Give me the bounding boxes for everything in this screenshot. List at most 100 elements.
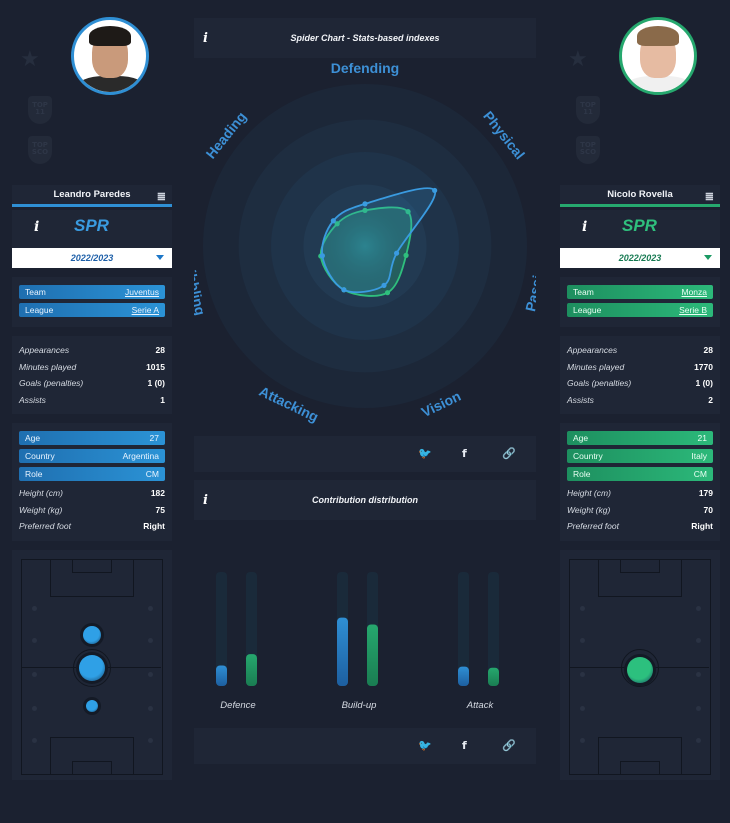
team-link[interactable]: Monza <box>681 287 707 297</box>
info-icon[interactable]: i <box>34 219 40 235</box>
stat-row: Minutes played 1770 <box>567 359 713 376</box>
stat-value: 1015 <box>146 361 165 372</box>
bio-panel: Age 21 Country Italy Role CM Height (cm) 179… <box>560 423 720 541</box>
player-avatar <box>619 17 697 95</box>
bio-label: Weight (kg) <box>567 504 611 515</box>
avatar-hair <box>637 26 679 46</box>
radar-point <box>341 287 347 293</box>
link-icon[interactable]: 🔗 <box>502 448 516 460</box>
radar-point <box>403 252 409 258</box>
radar-glow <box>316 197 414 295</box>
pitch-marker <box>32 605 37 611</box>
player-position-marker <box>86 699 98 712</box>
radar-point <box>381 282 387 289</box>
radar-point <box>393 250 400 256</box>
bio-tag-label: Age <box>25 433 41 443</box>
spr-label: SPR <box>622 216 657 235</box>
link-icon[interactable]: 🔗 <box>502 740 516 752</box>
facebook-icon[interactable]: f <box>462 739 467 752</box>
radar-point <box>330 218 336 224</box>
player-position-marker <box>79 654 105 681</box>
twitter-icon[interactable]: 🐦 <box>418 740 432 752</box>
season-value: 2022/2023 <box>618 253 662 263</box>
radar-point <box>432 187 438 194</box>
pitch-marker <box>580 605 585 611</box>
team-link[interactable]: Juventus <box>124 287 159 297</box>
bio-tag-value: Argentina <box>122 451 159 461</box>
bio-tag-label: Role <box>573 469 591 479</box>
twitter-icon[interactable]: 🐦 <box>418 448 432 460</box>
age-row: Age 21 <box>567 431 713 445</box>
radar-series-right <box>319 206 413 297</box>
pitch-marker <box>148 637 153 643</box>
bio-row: Preferred foot Right <box>567 518 713 535</box>
season-select[interactable]: 2022/2023 <box>12 248 172 268</box>
bar-attack <box>488 667 499 686</box>
team-label: Team <box>573 287 594 297</box>
bio-tag-label: Country <box>573 451 603 461</box>
contribution-share-bar: 🐦 f 🔗 <box>194 728 536 764</box>
bio-tag-value: 27 <box>149 433 159 443</box>
bio-row: Preferred foot Right <box>19 518 165 535</box>
stat-value: 1 (0) <box>695 378 713 388</box>
player-position-marker <box>83 625 101 644</box>
bio-label: Height (cm) <box>567 488 611 498</box>
stat-value: 28 <box>155 345 165 355</box>
bio-tag-label: Country <box>25 451 55 461</box>
radar-point <box>384 290 391 296</box>
stats-panel: Appearances 28 Minutes played 1770 Goals (… <box>560 336 720 414</box>
bar-build-up <box>337 617 348 686</box>
pitch-marker <box>148 737 153 743</box>
info-icon[interactable]: i <box>203 31 208 46</box>
league-row: League Serie B <box>567 303 713 317</box>
radar-point <box>334 221 340 227</box>
stat-label: Minutes played <box>19 361 77 372</box>
role-row: Role CM <box>567 467 713 481</box>
menu-icon[interactable]: ≣ <box>156 191 166 203</box>
bio-tag-value: Italy <box>691 451 707 461</box>
season-select[interactable]: 2022/2023 <box>560 248 720 268</box>
stat-row: Minutes played 1015 <box>19 359 165 376</box>
radar-point <box>319 253 325 259</box>
bio-row: Weight (kg) 70 <box>567 502 713 519</box>
position-pitch <box>12 549 172 780</box>
star-icon: ★ <box>20 46 40 71</box>
bar-attack <box>458 666 469 686</box>
pitch-center-circle <box>621 648 659 687</box>
left-player-header: ★ TOP 11 TOP SCO <box>12 0 172 185</box>
pitch-marker <box>32 637 37 643</box>
facebook-icon[interactable]: f <box>462 447 467 460</box>
menu-icon[interactable]: ≣ <box>704 191 714 203</box>
contribution-chart: Defence Build-up Attack <box>216 572 499 711</box>
league-row: League Serie A <box>19 303 165 317</box>
stat-label: Appearances <box>19 345 70 355</box>
pitch-bottom-goal-area <box>620 760 660 775</box>
star-icon: ★ <box>568 46 588 71</box>
badge-icon: TOP 11 <box>28 96 52 124</box>
stat-label: Minutes played <box>567 361 625 372</box>
bar-track <box>458 572 469 686</box>
league-label: League <box>25 305 54 315</box>
stat-row: Goals (penalties) 1 (0) <box>19 375 165 392</box>
bio-row: Weight (kg) 75 <box>19 502 165 519</box>
stat-label: Assists <box>19 394 46 405</box>
pitch-field <box>21 558 163 775</box>
league-link[interactable]: Serie A <box>131 305 159 315</box>
player-name: Leandro Paredes <box>53 189 131 200</box>
player-avatar <box>71 17 149 95</box>
pitch-marker <box>580 705 585 711</box>
league-link[interactable]: Serie B <box>679 305 707 315</box>
bio-label: Height (cm) <box>19 488 63 498</box>
bio-label: Weight (kg) <box>19 504 63 515</box>
pitch-marker <box>148 705 153 711</box>
player-name-bar: Nicolo Rovella ≣ <box>560 185 720 207</box>
stat-value: 28 <box>703 345 713 355</box>
spider-share-bar: 🐦 f 🔗 <box>194 436 536 472</box>
stat-label: Goals (penalties) <box>19 378 84 388</box>
info-icon[interactable]: i <box>582 219 588 235</box>
comparison-column: i Spider Chart - Stats-based indexes Def… <box>194 18 536 764</box>
badge-icon: TOP 11 <box>576 96 600 124</box>
age-row: Age 27 <box>19 431 165 445</box>
info-icon[interactable]: i <box>203 493 208 508</box>
stat-label: Assists <box>567 394 594 405</box>
